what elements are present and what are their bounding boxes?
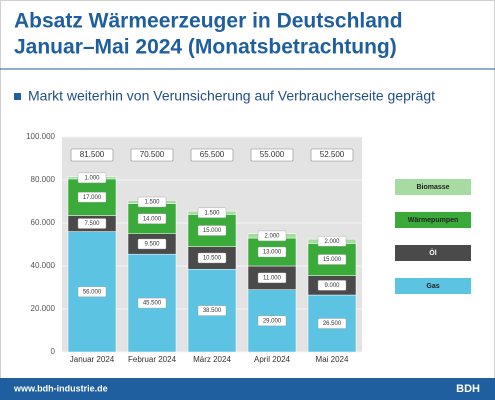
legend-label: Öl	[429, 248, 436, 257]
total-label: 70.500	[140, 150, 165, 159]
total-box	[130, 148, 174, 162]
total-label: 52.500	[320, 150, 345, 159]
value-label-box	[77, 286, 107, 297]
value-label: 9.500	[144, 242, 160, 248]
total-label: 55.000	[260, 150, 285, 159]
value-label: 7.500	[84, 221, 100, 227]
value-label: 29.000	[263, 318, 282, 324]
value-label-box	[197, 305, 227, 316]
total-box	[70, 148, 114, 162]
legend-swatch	[395, 245, 471, 261]
value-label-box	[137, 196, 167, 208]
value-label-box	[317, 280, 347, 291]
value-label-box	[257, 315, 287, 327]
y-tick-label: 40.000	[31, 261, 56, 270]
value-label-box	[77, 218, 107, 229]
legend-label: Wärmepumpen	[408, 217, 459, 224]
total-box	[310, 148, 354, 162]
subtitle: Markt weiterhin von Verunsicherung auf V…	[28, 88, 435, 104]
value-label-box	[197, 252, 227, 264]
value-label-box	[197, 225, 227, 236]
y-tick-label: 80.000	[31, 175, 56, 184]
value-label: 45.500	[143, 301, 162, 307]
title-line: Absatz Wärmeerzeuger in Deutschland	[14, 10, 403, 33]
value-label-box	[317, 318, 347, 329]
legend-swatch	[395, 278, 471, 294]
total-box	[250, 148, 294, 162]
x-tick-label: Januar 2024	[70, 355, 115, 364]
value-label-box	[317, 236, 347, 247]
value-label: 1.000	[84, 175, 100, 181]
total-label: 81.500	[80, 150, 105, 159]
value-label-box	[197, 207, 227, 218]
legend-label: Biomasse	[416, 184, 449, 191]
total-box	[190, 148, 234, 162]
y-tick-label: 20.000	[31, 304, 56, 313]
value-label: 2.000	[324, 239, 340, 245]
value-label: 9.000	[324, 283, 340, 289]
value-label-box	[77, 172, 107, 184]
value-label-box	[137, 213, 167, 224]
x-tick-label: Februar 2024	[128, 355, 177, 364]
value-label-box	[257, 230, 287, 242]
legend-swatch	[395, 212, 471, 228]
y-tick-label: 0	[51, 347, 56, 356]
value-label: 10.500	[203, 256, 222, 262]
value-label: 13.000	[263, 250, 282, 256]
legend-label: Gas	[426, 283, 439, 290]
y-tick-label: 60.000	[31, 218, 56, 227]
x-tick-label: April 2024	[254, 355, 291, 364]
title-line: Januar–Mai 2024 (Monatsbetrachtung)	[14, 36, 397, 59]
value-label: 15.000	[323, 257, 342, 263]
value-label: 15.000	[203, 228, 222, 234]
value-label-box	[77, 191, 107, 203]
footer-logo: BDH	[456, 383, 480, 395]
value-label: 56.000	[83, 289, 102, 295]
value-label: 2.000	[264, 233, 280, 239]
x-tick-label: März 2024	[193, 355, 231, 364]
total-label: 65.500	[200, 150, 225, 159]
value-label-box	[257, 272, 287, 284]
legend-swatch	[395, 179, 471, 195]
value-label: 14.000	[143, 216, 162, 222]
value-label: 1.500	[144, 200, 160, 206]
value-label: 38.500	[203, 308, 222, 314]
value-label: 11.000	[263, 275, 282, 281]
value-label: 1.500	[204, 210, 220, 216]
value-label-box	[137, 238, 167, 250]
footer-url: www.bdh-industrie.de	[13, 383, 108, 393]
value-label: 26.500	[323, 321, 342, 327]
x-tick-label: Mai 2024	[316, 355, 349, 364]
value-label-box	[137, 297, 167, 309]
footer-bar	[0, 378, 495, 400]
value-label-box	[317, 254, 347, 265]
y-tick-label: 100.000	[26, 132, 55, 141]
bullet	[14, 93, 21, 100]
value-label-box	[257, 246, 287, 258]
value-label: 17.000	[83, 195, 102, 201]
